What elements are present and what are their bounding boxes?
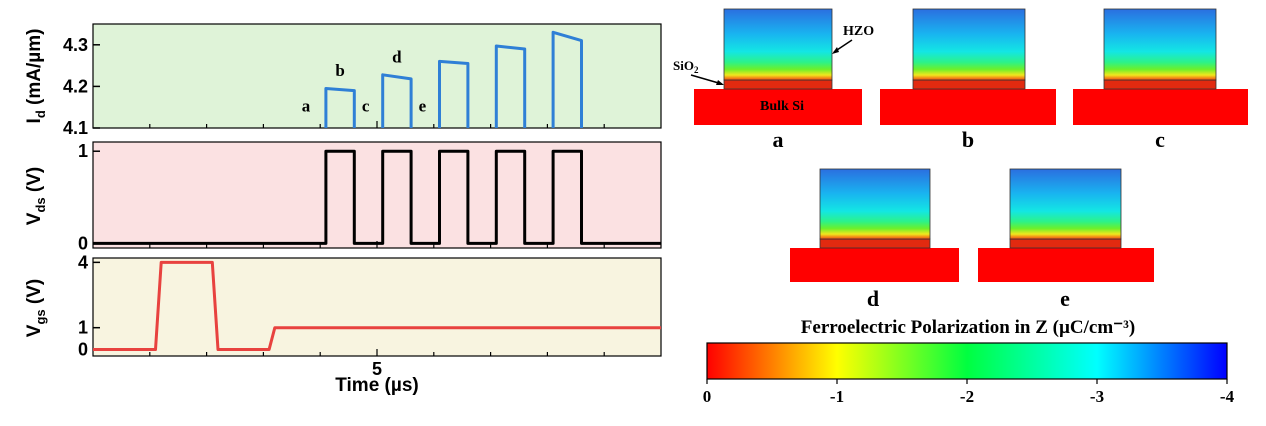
- hzo-layer-d: [819, 168, 931, 240]
- series-line-Vds: [93, 149, 661, 245]
- annotation-b: b: [335, 61, 344, 80]
- y-tick-label: 4.2: [63, 76, 88, 96]
- map-panel-c: c: [1073, 8, 1248, 152]
- bulk-si-label: Bulk Si: [760, 99, 804, 114]
- series-line-Vgs: [93, 260, 661, 351]
- y-tick-label: 0: [78, 339, 88, 359]
- y-tick-label: 4.3: [63, 35, 88, 55]
- hzo-layer-a: [723, 8, 833, 81]
- colorbar-tick-label: -2: [960, 387, 974, 406]
- y-tick-label: 0: [78, 233, 88, 253]
- sio2-layer-e: [1009, 238, 1122, 249]
- vgs-ylabel: Vgs (V): [24, 279, 48, 337]
- polarization-maps: a b c d e HZO: [673, 8, 1248, 406]
- sio2-arrow-head: [716, 80, 724, 85]
- colorbar-tick-label: 0: [703, 387, 712, 406]
- map-panel-b: b: [880, 8, 1056, 152]
- sio2-arrow: [690, 74, 723, 85]
- annotation-e: e: [419, 96, 427, 115]
- series-line-pulse3: [438, 59, 470, 128]
- map-panel-e: e: [978, 168, 1154, 311]
- series-line-pulse5: [551, 30, 583, 128]
- panel-label-a: a: [773, 127, 784, 152]
- id-panel-frame: [92, 23, 662, 129]
- vds-plot: 01: [78, 141, 661, 253]
- sio2-label: SiO2: [673, 58, 699, 75]
- x-axis-label: Time (µs): [335, 375, 418, 396]
- panel-label-d: d: [867, 286, 879, 311]
- bulk-si-e: [978, 248, 1154, 282]
- colorbar-ticks: 0 -1 -2 -3 -4: [703, 379, 1235, 406]
- series-line-pulse1: [324, 87, 356, 128]
- bulk-si-b: [880, 89, 1056, 125]
- id-plot: 4.1 4.2 4.3 a bc d e: [63, 30, 605, 138]
- colorbar-tick-label: -3: [1090, 387, 1104, 406]
- colorbar-title: Ferroelectric Polarization in Z (µC/cm⁻³…: [801, 317, 1135, 338]
- panel-label-c: c: [1155, 127, 1165, 152]
- y-tick-label: 4.1: [63, 118, 88, 138]
- colorbar: [706, 342, 1228, 380]
- hzo-layer-c: [1103, 8, 1217, 81]
- bulk-si-c: [1073, 89, 1248, 125]
- annotation-d: d: [392, 47, 402, 66]
- y-tick-label: 1: [78, 318, 88, 338]
- y-tick-label: 4: [78, 252, 88, 272]
- map-panel-a: a: [694, 8, 862, 152]
- colorbar-tick-label: -1: [830, 387, 844, 406]
- panel-label-e: e: [1060, 286, 1070, 311]
- colorbar-tick-label: -4: [1220, 387, 1235, 406]
- sio2-layer-a: [723, 79, 833, 90]
- map-panel-d: d: [790, 168, 959, 311]
- series-line-pulse4: [494, 44, 527, 128]
- y-tick-label: 1: [78, 141, 88, 161]
- bulk-si-a: [694, 89, 862, 125]
- sio2-layer-b: [912, 79, 1026, 90]
- vgs-panel-frame: [92, 257, 662, 357]
- x-tick-label: 5: [372, 359, 382, 379]
- vgs-plot: 01 4 5: [78, 252, 661, 379]
- vds-panel-frame: [92, 141, 662, 249]
- id-ylabel: Id (mA/µm): [24, 29, 48, 124]
- sio2-layer-d: [819, 238, 931, 249]
- hzo-layer-b: [912, 8, 1026, 81]
- hzo-arrow-head: [832, 47, 839, 54]
- vds-ylabel: Vds (V): [24, 167, 48, 225]
- series-line-pulse2: [381, 73, 413, 128]
- hzo-layer-e: [1009, 168, 1122, 240]
- panel-label-b: b: [962, 127, 974, 152]
- annotation-a: a: [302, 96, 311, 115]
- annotation-c: c: [362, 96, 370, 115]
- bulk-si-d: [790, 248, 959, 282]
- hzo-label: HZO: [843, 24, 874, 39]
- sio2-layer-c: [1103, 79, 1217, 90]
